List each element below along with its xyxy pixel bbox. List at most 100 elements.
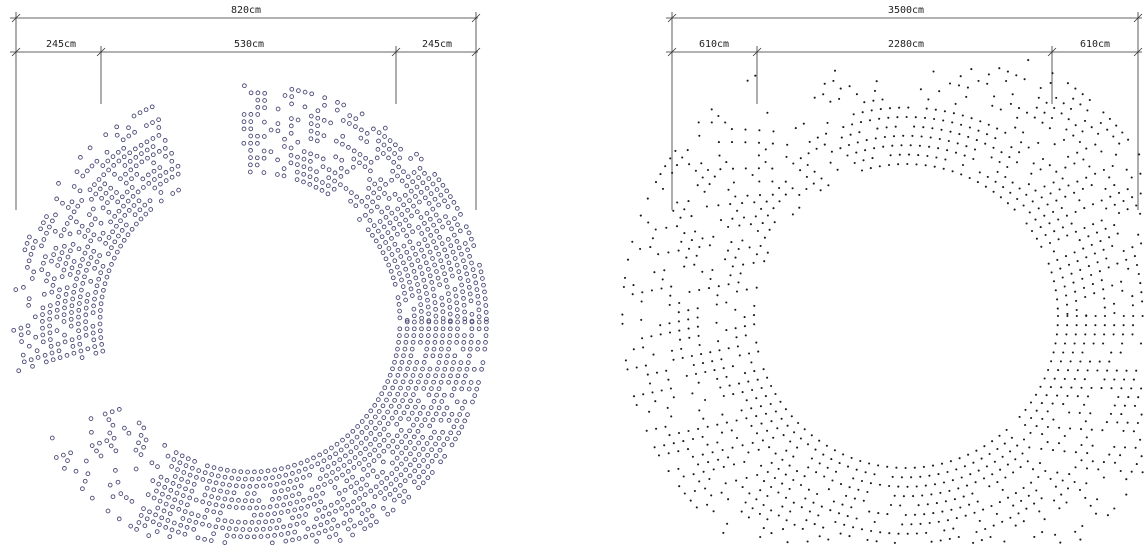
seat-dot xyxy=(91,303,96,309)
seat-dot xyxy=(85,228,91,233)
seat-dot xyxy=(1087,265,1090,268)
seat-dot xyxy=(49,350,55,356)
seat-dot xyxy=(377,244,383,250)
seat-dot xyxy=(724,482,727,485)
seat-dot xyxy=(915,485,918,488)
seat-dot xyxy=(359,199,365,204)
seat-dot xyxy=(425,340,430,345)
seat-dot xyxy=(1029,431,1032,434)
seat-dot xyxy=(770,461,773,464)
seat-dot xyxy=(751,441,754,444)
seat-dot xyxy=(952,112,955,115)
seat-dot xyxy=(762,503,765,507)
seat-dot xyxy=(122,163,128,168)
seat-dot xyxy=(272,467,278,473)
seat-dot xyxy=(213,524,219,530)
seat-dot xyxy=(245,491,250,496)
seat-dot xyxy=(928,521,931,525)
seat-dot xyxy=(665,369,668,372)
left-tick-mark xyxy=(11,13,21,23)
seat-dot xyxy=(985,133,989,136)
seat-dot xyxy=(307,472,312,478)
seat-dot xyxy=(960,476,963,479)
seat-dot xyxy=(443,360,449,365)
seat-dot xyxy=(111,163,117,168)
seat-dot xyxy=(28,251,34,257)
seat-dot xyxy=(791,213,794,216)
seat-dot xyxy=(434,392,439,398)
seat-dot xyxy=(1135,263,1139,267)
seat-dot xyxy=(1094,324,1097,327)
seat-dot xyxy=(309,464,314,469)
seat-dot xyxy=(888,532,891,535)
seat-dot xyxy=(110,154,116,159)
seat-dot xyxy=(902,134,905,137)
seat-dot xyxy=(741,391,744,394)
seat-dot xyxy=(1056,324,1059,327)
seat-dot xyxy=(189,465,195,471)
seat-dot xyxy=(655,427,658,430)
seat-dot xyxy=(294,169,300,175)
seat-dot xyxy=(83,332,89,338)
seat-dot xyxy=(677,320,680,323)
seat-dot xyxy=(1076,369,1079,372)
seat-dot xyxy=(1072,134,1075,137)
seat-dot xyxy=(778,200,781,203)
seat-dot xyxy=(53,212,58,218)
seat-dot xyxy=(415,258,421,263)
seat-dot xyxy=(1074,124,1077,127)
seat-dot xyxy=(476,314,482,320)
seat-dot xyxy=(457,366,462,372)
seat-dot xyxy=(763,236,766,239)
seat-dot xyxy=(1058,188,1061,191)
seat-dot xyxy=(737,247,740,251)
seat-dot xyxy=(69,310,74,315)
seat-dot xyxy=(987,73,990,76)
seat-dot xyxy=(294,499,300,505)
seat-dot xyxy=(980,457,983,460)
seat-dot xyxy=(370,199,375,205)
seat-dot xyxy=(454,239,460,244)
seat-dot xyxy=(258,469,264,474)
seat-dot xyxy=(79,198,85,203)
seat-dot xyxy=(399,439,404,445)
seat-dot xyxy=(392,258,398,264)
seat-dot xyxy=(943,529,946,532)
seat-dot xyxy=(193,497,199,503)
seat-dot xyxy=(1113,461,1117,464)
seat-dot xyxy=(913,466,916,469)
seat-dot xyxy=(850,456,853,459)
seat-dot xyxy=(292,507,298,513)
seat-dot xyxy=(675,164,679,167)
seat-dot xyxy=(396,404,402,409)
seat-dot xyxy=(1043,518,1046,521)
seat-dot xyxy=(409,213,414,219)
seat-dot xyxy=(1090,243,1093,246)
seat-dot xyxy=(721,448,724,452)
seat-dot xyxy=(869,167,872,170)
seat-dot xyxy=(913,513,917,516)
seat-dot xyxy=(784,473,787,476)
seat-dot xyxy=(762,480,766,483)
seat-dot xyxy=(109,262,114,267)
seat-dot xyxy=(863,101,866,104)
seat-dot xyxy=(57,256,63,262)
seat-dot xyxy=(753,201,756,204)
seat-dot xyxy=(678,329,681,332)
seat-dot xyxy=(112,239,118,245)
seat-dot xyxy=(71,184,77,189)
seat-dot xyxy=(939,491,942,494)
seat-dot xyxy=(1006,496,1010,499)
seat-dot xyxy=(839,87,842,90)
seat-dot xyxy=(1089,412,1092,415)
seat-dot xyxy=(407,198,412,203)
seat-dot xyxy=(426,266,431,272)
seat-dot xyxy=(1113,184,1116,187)
seat-dot xyxy=(328,502,334,508)
seat-dot xyxy=(433,326,439,332)
seat-dot xyxy=(185,502,190,508)
seat-dot xyxy=(1041,417,1044,420)
seat-dot xyxy=(859,459,862,463)
seat-dot xyxy=(1090,428,1093,431)
seat-dot xyxy=(975,139,978,142)
